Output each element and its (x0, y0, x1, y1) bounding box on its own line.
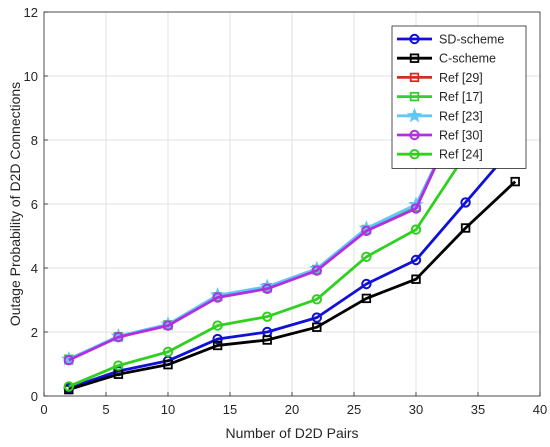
data-point-marker (411, 274, 421, 284)
legend-marker (409, 149, 420, 160)
legend-marker (409, 33, 420, 45)
data-point-marker (312, 322, 322, 332)
data-point-marker (361, 251, 372, 262)
legend-marker (409, 91, 420, 102)
data-point-marker (410, 254, 422, 266)
legend: SD-scheme C-scheme Ref [29] Ref [17] Ref [23… (391, 25, 527, 169)
y-tick-label: 12 (24, 5, 38, 20)
legend-label: SD-scheme (439, 33, 504, 47)
y-tick-label: 0 (31, 389, 38, 404)
y-tick-label: 8 (31, 133, 38, 148)
legend-label: Ref [17] (439, 90, 483, 104)
data-point-marker (361, 225, 372, 237)
legend-item: Ref [23] (397, 107, 483, 123)
x-tick-label: 20 (285, 402, 299, 417)
y-tick-label: 10 (24, 69, 38, 84)
legend-marker (406, 107, 423, 123)
legend-item: Ref [24] (397, 148, 483, 162)
legend-label: Ref [30] (439, 129, 483, 143)
data-point-marker (460, 197, 471, 208)
series-line (68, 132, 483, 388)
x-tick-label: 10 (161, 402, 175, 417)
legend-item: C-scheme (397, 52, 496, 66)
y-tick-label: 2 (31, 325, 38, 340)
data-point-marker (212, 340, 223, 351)
data-point-marker (410, 224, 422, 235)
legend-label: C-scheme (439, 52, 496, 66)
legend-item: SD-scheme (397, 33, 504, 47)
legend-marker (409, 53, 420, 63)
x-tick-label: 35 (471, 402, 485, 417)
data-point-marker (361, 278, 372, 290)
data-point-marker (262, 283, 273, 294)
x-tick-label: 25 (347, 402, 361, 417)
data-point-marker (262, 335, 272, 345)
data-point-marker (162, 320, 174, 331)
legend-item: Ref [29] (397, 71, 483, 85)
data-point-marker (410, 203, 422, 214)
series-line (68, 133, 452, 362)
legend-label: Ref [23] (439, 109, 483, 123)
data-point-marker (113, 331, 124, 343)
data-point-marker (63, 354, 75, 366)
legend-marker (409, 129, 420, 141)
data-point-marker (162, 346, 174, 358)
data-point-marker (311, 265, 322, 276)
legend-label: Ref [24] (439, 148, 483, 162)
data-point-marker (311, 312, 322, 323)
y-tick-label: 4 (31, 261, 38, 276)
series-line (68, 180, 517, 391)
data-point-marker (460, 223, 471, 233)
data-point-marker (212, 333, 223, 345)
data-point-marker (63, 381, 75, 392)
y-axis-label: Outage Probability of D2D Connections (7, 82, 23, 326)
x-tick-label: 15 (223, 402, 237, 417)
data-point-marker (113, 360, 124, 371)
data-point-marker (212, 292, 223, 303)
series-line (68, 143, 517, 390)
data-point-marker (510, 176, 520, 187)
x-axis-label: Number of D2D Pairs (225, 425, 358, 441)
axis-ticks: 0 5 10 15 20 25 30 35 40 0 2 4 6 8 10 12 (24, 5, 548, 417)
data-point-marker (110, 328, 127, 343)
legend-item: Ref [17] (397, 90, 483, 104)
y-tick-label: 6 (31, 197, 38, 212)
x-tick-label: 30 (409, 402, 423, 417)
x-tick-label: 0 (40, 402, 47, 417)
data-point-marker (163, 359, 173, 370)
legend-label: Ref [29] (439, 71, 483, 85)
data-point-marker (262, 311, 273, 322)
data-point-marker (311, 294, 322, 305)
legend-marker (409, 72, 420, 83)
series-layer (61, 132, 521, 395)
series-ref-30 (63, 133, 452, 366)
x-tick-label: 5 (102, 402, 109, 417)
x-tick-label: 40 (533, 402, 547, 417)
data-point-marker (361, 293, 372, 304)
data-point-marker (212, 320, 223, 331)
legend-item: Ref [30] (397, 129, 483, 143)
